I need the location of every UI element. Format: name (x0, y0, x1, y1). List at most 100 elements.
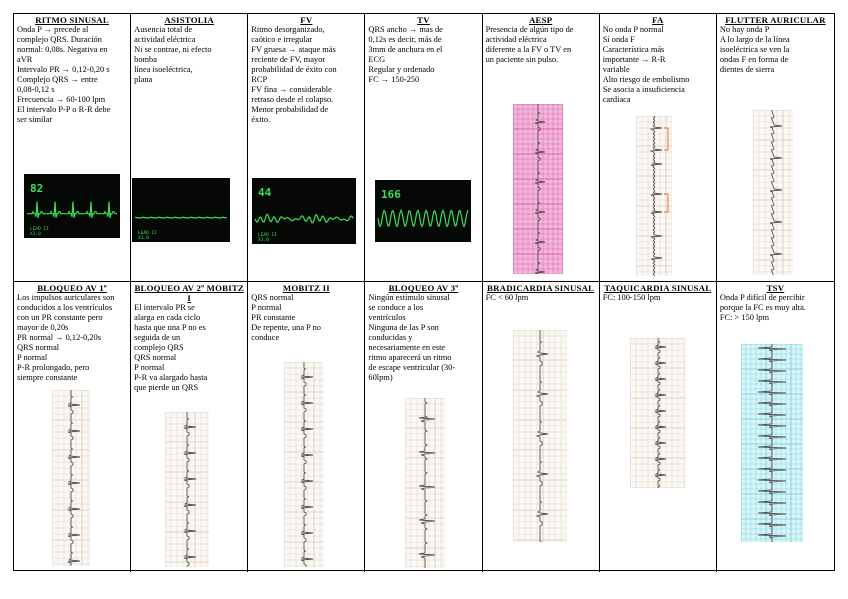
ecg-trace (654, 338, 666, 488)
desc-line: FV gruesa → ataque más (251, 45, 336, 54)
desc-line: Los impulsos auriculares son (17, 293, 115, 302)
desc-line: hasta que una P no es (134, 323, 206, 332)
desc-line: dientes de sierra (719, 65, 775, 74)
desc-line: porque la FC es muy alta. (719, 303, 806, 312)
desc-line: complejo QRS (134, 343, 184, 352)
cell-title: BRADICARDIA SINUSAL (487, 283, 595, 293)
desc-line: importante → R-R (602, 55, 666, 64)
cell-fv: FV Ritmo desorganizado, caótico e irregu… (248, 14, 366, 282)
cell-description: No hay onda P A lo largo de la línea iso… (720, 25, 831, 75)
cell-ritmo-sinusal: RITMO SINUSAL Onda P → precede al comple… (14, 14, 132, 282)
desc-line: Presencia de algún tipo de (485, 25, 574, 34)
ecg-strip-image (752, 110, 793, 275)
desc-line: conducidos a los ventrículos (17, 303, 113, 312)
desc-line: bomba (134, 55, 157, 64)
desc-line: 60lpm) (368, 373, 393, 382)
cell-title: FA (652, 15, 664, 25)
monitor-gain-label: X1.0 (258, 237, 269, 243)
desc-line: alarga en cada ciclo (134, 313, 201, 322)
ecg-strip-image (165, 412, 210, 567)
cell-title: FV (300, 15, 313, 25)
desc-line: QRS ancho → mas de (368, 25, 443, 34)
monitor-gain-label: X1.0 (30, 231, 41, 237)
desc-line: No onda P normal (602, 25, 664, 34)
ecg-trace (535, 330, 548, 542)
ecg-strip-image (52, 390, 90, 566)
desc-line: ECG (368, 55, 386, 64)
cell-description: Ningún estímulo sinusal se conduce a los… (368, 293, 478, 383)
monitor-heart-rate: 166 (381, 188, 401, 201)
ecg-trace-graphic (629, 338, 686, 488)
ecg-rhythm-table: RITMO SINUSAL Onda P → precede al comple… (13, 13, 835, 572)
desc-line: éxito. (251, 115, 271, 124)
ecg-monitor-image: 82 LEAD II X1.0 (24, 174, 120, 238)
ecg-trace (534, 104, 545, 274)
desc-line: Frecuencia → 60-100 lpm (17, 95, 106, 104)
ecg-trace-graphic (284, 362, 325, 567)
desc-line: 3mm de anchura en el (368, 45, 443, 54)
ecg-trace-graphic (740, 344, 803, 542)
ecg-strip-image (512, 104, 563, 274)
cell-description: Ritmo desorganizado, caótico e irregular… (251, 25, 361, 125)
desc-line: No hay onda P (719, 25, 770, 34)
cell-tv: TV QRS ancho → mas de 0,12s es decir, má… (365, 14, 483, 282)
cell-title: BLOQUEO AV 1º (37, 283, 107, 293)
cell-description: Onda P → precede al complejo QRS. Duraci… (17, 25, 127, 125)
desc-line: FC: 100-150 lpm (602, 293, 661, 302)
ecg-strip-image (284, 362, 325, 567)
desc-line: un paciente sin pulso. (485, 55, 559, 64)
ecg-trace (300, 362, 314, 567)
desc-line: P normal (134, 363, 165, 372)
desc-line: necesariamente en este (368, 343, 446, 352)
desc-line: ser similar (17, 115, 53, 124)
desc-line: Onda P difícil de percibir (719, 293, 805, 302)
desc-line: se conduce a los (368, 303, 424, 312)
cell-tsv: TSV Onda P difícil de percibir porque la… (717, 282, 834, 572)
desc-line: Alto riesgo de embolismo (602, 75, 690, 84)
desc-line: caótico e irregular (251, 35, 313, 44)
desc-line: siempre constante (17, 373, 78, 382)
desc-line: De repente, una P no (251, 323, 321, 332)
desc-line: aVR (17, 55, 33, 64)
desc-line: actividad eléctrica (134, 35, 196, 44)
cell-description: El intervalo PR se alarga en cada ciclo … (134, 303, 244, 393)
ecg-trace (419, 398, 436, 568)
cell-bloqueo-av-3: BLOQUEO AV 3º Ningún estímulo sinusal se… (365, 282, 483, 572)
ecg-trace (757, 344, 786, 542)
ecg-trace (769, 110, 782, 275)
monitor-lead-label: LEAD II (138, 230, 157, 236)
ecg-strip-image (405, 398, 446, 568)
desc-line: 0,12s es decir, más de (368, 35, 442, 44)
ecg-trace (254, 213, 354, 224)
cell-taquicardia-sinusal: TAQUICARDIA SINUSAL FC: 100-150 lpm (600, 282, 717, 572)
ecg-trace-graphic (512, 104, 563, 274)
desc-line: ritmo aparecerá un ritmo (368, 353, 452, 362)
cell-title: FLUTTER AURICULAR (725, 15, 826, 25)
ecg-strip-image (740, 344, 803, 542)
ecg-trace-graphic (52, 390, 90, 566)
desc-line: complejo QRS. Duración (17, 35, 102, 44)
cell-description: QRS normal P normal PR constante De repe… (251, 293, 361, 343)
desc-line: Ni se contrae, ni efecto (134, 45, 212, 54)
desc-line: El intervalo PR se (134, 303, 195, 312)
cell-description: FC: 100-150 lpm (603, 293, 713, 303)
desc-line: conduce (251, 333, 280, 342)
desc-line: retraso desde el colapso. (251, 95, 334, 104)
cell-mobitz-2: MOBITZ II QRS normal P normal PR constan… (248, 282, 366, 572)
desc-line: con un PR constante pero (17, 313, 103, 322)
desc-line: Complejo QRS → entre (17, 75, 98, 84)
desc-line: 0,08-0,12 s (17, 85, 55, 94)
desc-line: Regular y ordenado (368, 65, 435, 74)
ecg-trace (648, 116, 662, 276)
desc-line: PR constante (251, 313, 296, 322)
cell-title: MOBITZ II (282, 283, 330, 293)
ecg-trace (377, 208, 469, 228)
desc-line: Se asocia a insuficiencia (602, 85, 685, 94)
desc-line: FC → 150-250 (368, 75, 420, 84)
desc-line: línea isoeléctrica, (134, 65, 193, 74)
cell-aesp: AESP Presencia de algún tipo de activida… (482, 14, 600, 282)
desc-line: Onda P → precede al (17, 25, 89, 34)
desc-line: Intervalo PR → 0,12-0,20 s (17, 65, 110, 74)
